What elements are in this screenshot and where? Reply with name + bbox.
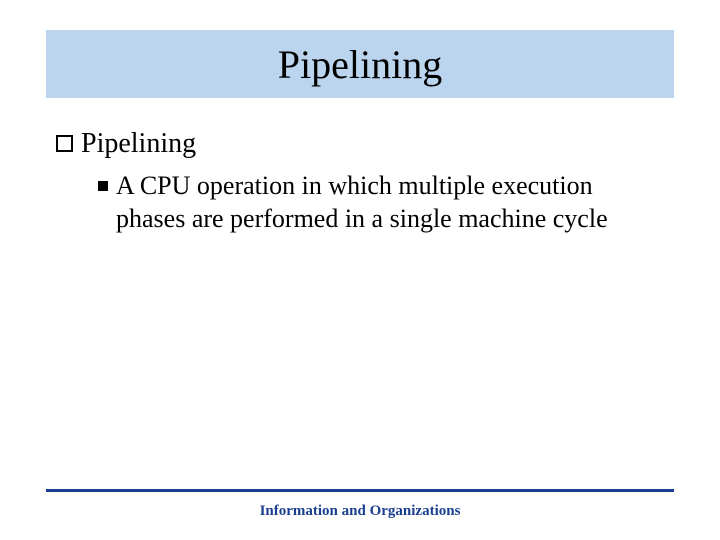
title-band: Pipelining <box>46 30 674 98</box>
footer-text: Information and Organizations <box>0 503 720 520</box>
footer-divider <box>46 489 674 492</box>
checkbox-bullet-icon <box>56 135 73 152</box>
bullet-level2-text: A CPU operation in which multiple execut… <box>116 170 666 235</box>
bullet-level2: A CPU operation in which multiple execut… <box>98 170 666 235</box>
bullet-level1-text: Pipelining <box>81 128 196 160</box>
square-bullet-icon <box>98 181 108 191</box>
bullet-level1: Pipelining <box>56 128 666 160</box>
content-area: Pipelining A CPU operation in which mult… <box>56 128 666 235</box>
slide-title: Pipelining <box>278 41 442 88</box>
